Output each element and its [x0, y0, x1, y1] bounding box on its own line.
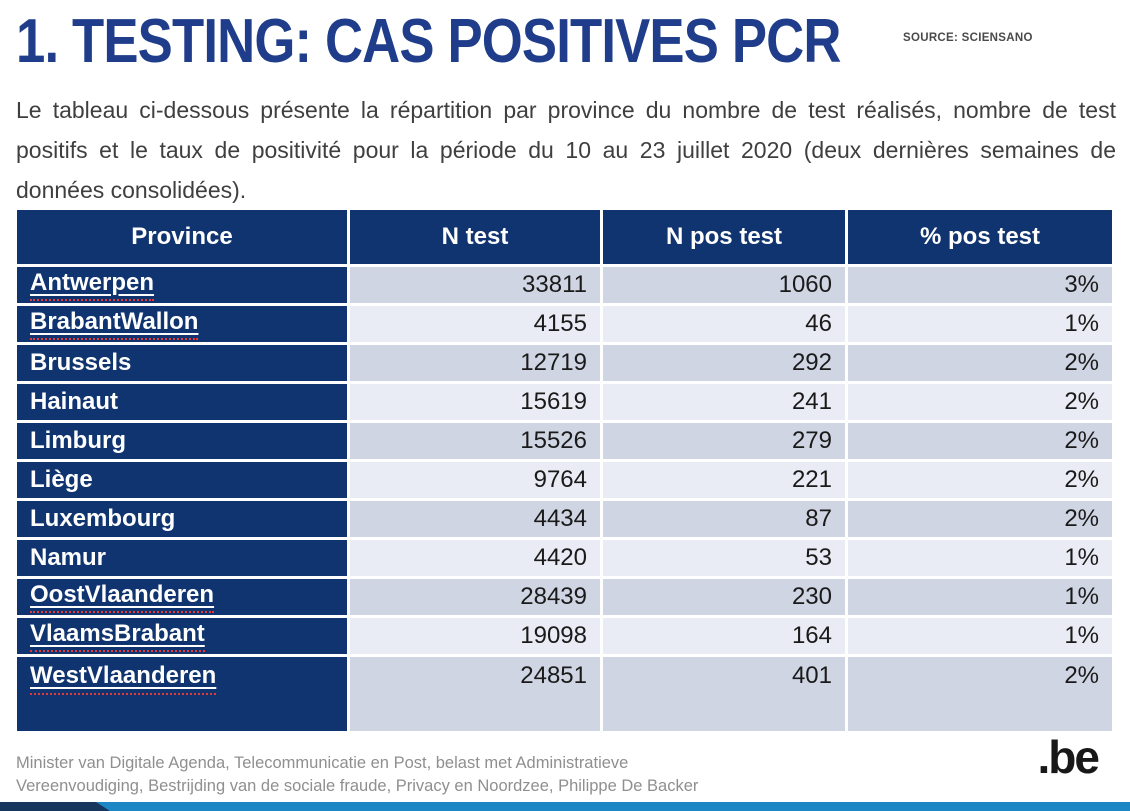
province-link[interactable]: WestVlaanderen: [30, 662, 217, 695]
table-row: Limburg 15526 279 2%: [14, 420, 1115, 462]
n-test-cell: 4155: [347, 303, 603, 345]
pct-pos-test-cell: 2%: [845, 420, 1115, 462]
province-testing-table: Province N test N pos test % pos test An…: [14, 207, 1115, 734]
province-cell: Luxembourg: [14, 498, 350, 540]
table-row: WestVlaanderen 24851 401 2%: [14, 654, 1115, 734]
n-pos-test-cell: 241: [600, 381, 848, 423]
province-cell: Limburg: [14, 420, 350, 462]
province-link[interactable]: OostVlaanderen: [30, 581, 215, 614]
column-header-province: Province: [14, 207, 350, 267]
n-test-cell: 19098: [347, 615, 603, 657]
intro-paragraph: Le tableau ci-dessous présente la répart…: [16, 97, 1116, 203]
pct-pos-test-cell: 1%: [845, 576, 1115, 618]
province-link: Luxembourg: [30, 505, 176, 532]
table-row: BrabantWallon 4155 46 1%: [14, 303, 1115, 345]
n-pos-test-cell: 401: [600, 654, 848, 734]
table-row: Luxembourg 4434 87 2%: [14, 498, 1115, 540]
n-test-cell: 24851: [347, 654, 603, 734]
province-link: Hainaut: [30, 388, 119, 415]
province-cell: Antwerpen: [14, 264, 350, 306]
province-cell: Liège: [14, 459, 350, 501]
pct-pos-test-cell: 2%: [845, 459, 1115, 501]
n-pos-test-cell: 53: [600, 537, 848, 579]
pct-pos-test-cell: 1%: [845, 615, 1115, 657]
footer-line-1: Minister van Digitale Agenda, Telecommun…: [16, 754, 629, 772]
n-pos-test-cell: 164: [600, 615, 848, 657]
page-header: 1. TESTING: CAS POSITIVES PCR: [16, 6, 986, 77]
pct-pos-test-cell: 1%: [845, 303, 1115, 345]
n-pos-test-cell: 221: [600, 459, 848, 501]
n-pos-test-cell: 292: [600, 342, 848, 384]
table-row: Hainaut 15619 241 2%: [14, 381, 1115, 423]
n-test-cell: 4420: [347, 537, 603, 579]
province-cell: VlaamsBrabant: [14, 615, 350, 657]
footer-ministry-text: Minister van Digitale Agenda, Telecommun…: [16, 752, 698, 798]
footer-line-2: Vereenvoudiging, Bestrijding van de soci…: [16, 777, 699, 795]
province-cell: Hainaut: [14, 381, 350, 423]
n-test-cell: 28439: [347, 576, 603, 618]
province-cell: OostVlaanderen: [14, 576, 350, 618]
province-link: Limburg: [30, 427, 126, 454]
pct-pos-test-cell: 2%: [845, 654, 1115, 734]
n-test-cell: 4434: [347, 498, 603, 540]
pct-pos-test-cell: 3%: [845, 264, 1115, 306]
province-cell: BrabantWallon: [14, 303, 350, 345]
province-link[interactable]: Antwerpen: [30, 269, 155, 302]
pct-pos-test-cell: 2%: [845, 381, 1115, 423]
n-test-cell: 9764: [347, 459, 603, 501]
province-link[interactable]: VlaamsBrabant: [30, 620, 205, 653]
pct-pos-test-cell: 2%: [845, 342, 1115, 384]
n-pos-test-cell: 46: [600, 303, 848, 345]
province-link: Liège: [30, 466, 93, 493]
column-header-pct-pos-test: % pos test: [845, 207, 1115, 267]
table-header-row: Province N test N pos test % pos test: [14, 207, 1115, 267]
table-row: VlaamsBrabant 19098 164 1%: [14, 615, 1115, 657]
province-cell: Brussels: [14, 342, 350, 384]
n-test-cell: 15526: [347, 420, 603, 462]
table-row: Antwerpen 33811 1060 3%: [14, 264, 1115, 306]
province-cell: Namur: [14, 537, 350, 579]
n-test-cell: 33811: [347, 264, 603, 306]
n-pos-test-cell: 87: [600, 498, 848, 540]
n-test-cell: 15619: [347, 381, 603, 423]
column-header-n-test: N test: [347, 207, 603, 267]
page-title: 1. TESTING: CAS POSITIVES PCR: [16, 7, 841, 76]
pct-pos-test-cell: 1%: [845, 537, 1115, 579]
table-row: Liège 9764 221 2%: [14, 459, 1115, 501]
n-pos-test-cell: 279: [600, 420, 848, 462]
n-test-cell: 12719: [347, 342, 603, 384]
province-cell: WestVlaanderen: [14, 654, 350, 734]
n-pos-test-cell: 1060: [600, 264, 848, 306]
be-logo: .be: [1037, 731, 1100, 783]
table-row: Namur 4420 53 1%: [14, 537, 1115, 579]
province-link[interactable]: BrabantWallon: [30, 308, 199, 341]
bottom-accent-bar-navy-segment: [0, 802, 110, 811]
pct-pos-test-cell: 2%: [845, 498, 1115, 540]
source-label: SOURCE: SCIENSANO: [903, 32, 1033, 44]
column-header-n-pos-test: N pos test: [600, 207, 848, 267]
table-row: Brussels 12719 292 2%: [14, 342, 1115, 384]
table-row: OostVlaanderen 28439 230 1%: [14, 576, 1115, 618]
n-pos-test-cell: 230: [600, 576, 848, 618]
bottom-accent-bar: [0, 802, 1130, 811]
province-link: Brussels: [30, 349, 132, 376]
province-link: Namur: [30, 544, 107, 571]
